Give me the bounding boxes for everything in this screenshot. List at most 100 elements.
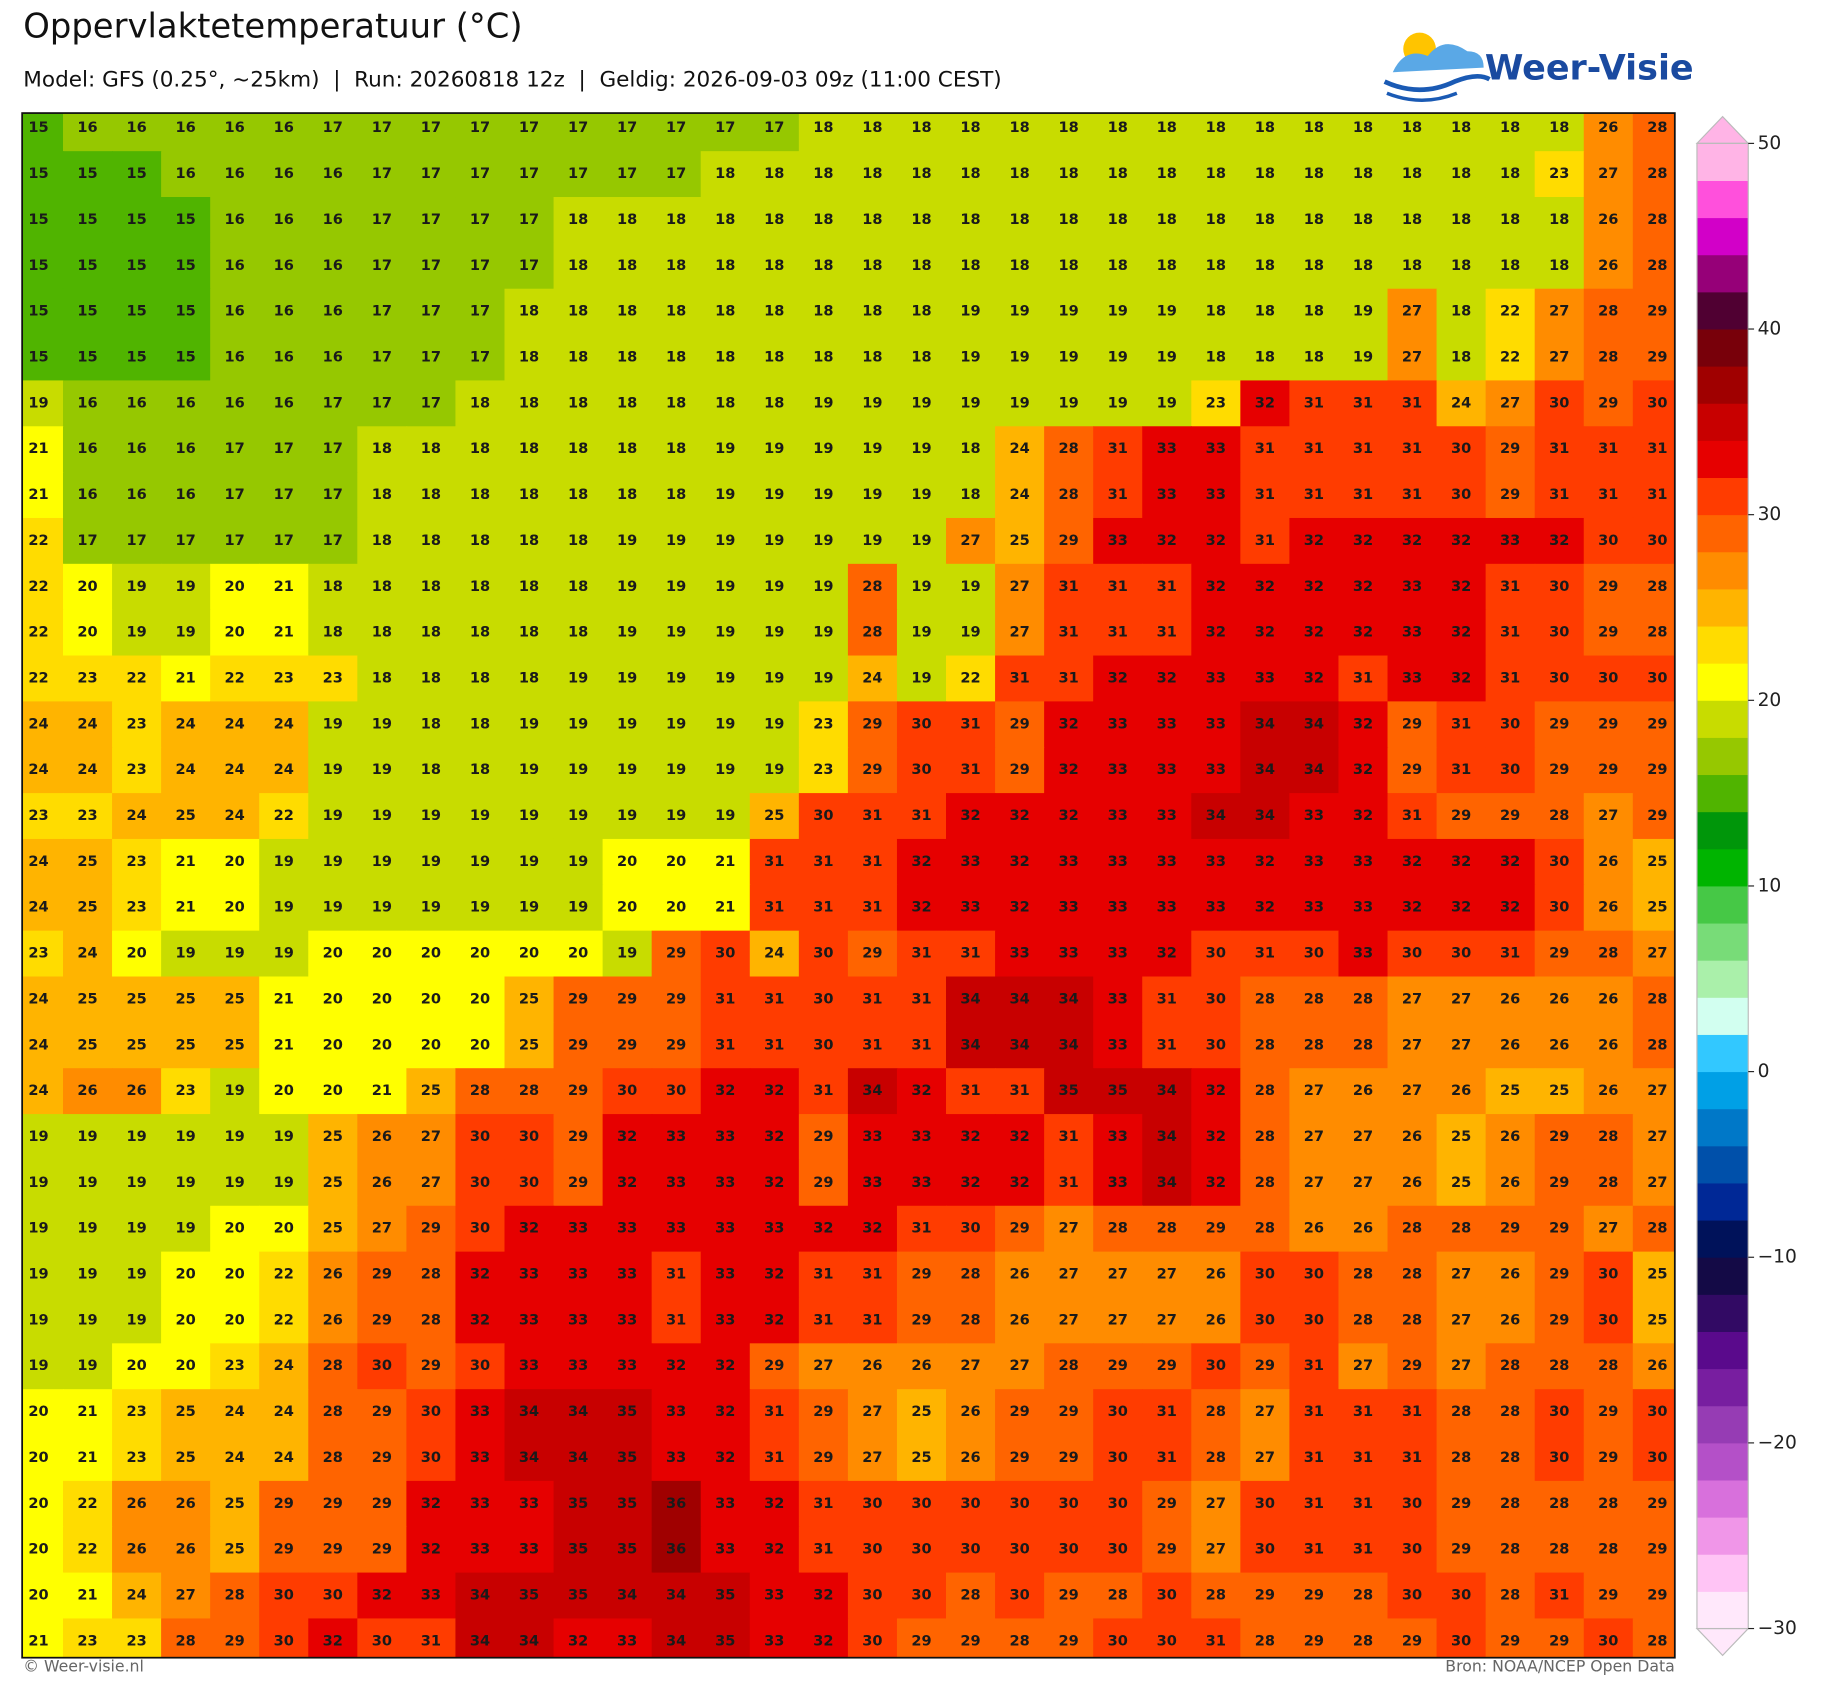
temperature-label: 31 bbox=[764, 1036, 784, 1053]
temperature-cell bbox=[357, 1205, 408, 1253]
temperature-cell bbox=[308, 517, 359, 565]
temperature-label: 22 bbox=[225, 669, 245, 686]
temperature-label: 18 bbox=[862, 257, 882, 274]
temperature-label: 18 bbox=[470, 440, 490, 457]
temperature-cell bbox=[553, 1435, 604, 1482]
temperature-cell bbox=[700, 930, 751, 978]
temperature-cell bbox=[22, 1068, 64, 1115]
temperature-cell bbox=[1436, 563, 1487, 611]
temperature-cell bbox=[700, 151, 751, 198]
temperature-cell bbox=[308, 242, 359, 290]
temperature-label: 33 bbox=[519, 1357, 539, 1374]
temperature-label: 17 bbox=[372, 211, 392, 228]
temperature-cell bbox=[1632, 113, 1675, 152]
temperature-cell bbox=[455, 1297, 506, 1345]
temperature-cell bbox=[995, 1618, 1045, 1658]
temperature-cell bbox=[308, 655, 359, 703]
temperature-label: 21 bbox=[274, 624, 294, 641]
temperature-cell bbox=[1632, 288, 1675, 336]
temperature-label: 28 bbox=[960, 1266, 980, 1283]
temperature-cell bbox=[700, 701, 751, 748]
temperature-cell bbox=[1632, 1159, 1675, 1207]
temperature-cell bbox=[1093, 1526, 1143, 1574]
temperature-label: 24 bbox=[862, 669, 882, 686]
temperature-cell bbox=[1632, 563, 1675, 611]
temperature-label: 28 bbox=[1353, 1036, 1373, 1053]
temperature-cell bbox=[1289, 288, 1340, 336]
temperature-cell bbox=[161, 334, 211, 382]
temperature-label: 17 bbox=[421, 348, 441, 365]
temperature-label: 29 bbox=[1451, 1541, 1471, 1558]
temperature-label: 20 bbox=[225, 853, 245, 870]
temperature-label: 19 bbox=[617, 761, 637, 778]
temperature-label: 30 bbox=[911, 715, 931, 732]
temperature-label: 29 bbox=[1157, 1495, 1177, 1512]
colorbar-band bbox=[1696, 960, 1749, 998]
temperature-cell bbox=[1044, 1159, 1094, 1207]
temperature-cell bbox=[455, 334, 506, 382]
temperature-cell bbox=[798, 747, 849, 794]
temperature-cell bbox=[1240, 517, 1291, 565]
temperature-label: 19 bbox=[813, 486, 833, 503]
colorbar-band bbox=[1696, 811, 1749, 850]
colorbar-band bbox=[1696, 254, 1749, 293]
temperature-label: 29 bbox=[1009, 1403, 1029, 1420]
temperature-cell bbox=[1093, 1159, 1143, 1207]
temperature-cell bbox=[1142, 334, 1192, 382]
temperature-label: 29 bbox=[1598, 1587, 1618, 1604]
temperature-label: 33 bbox=[1059, 945, 1079, 962]
temperature-label: 17 bbox=[666, 119, 686, 136]
temperature-cell bbox=[1387, 517, 1438, 565]
temperature-label: 30 bbox=[1647, 1449, 1667, 1466]
temperature-cell bbox=[1289, 1251, 1340, 1299]
temperature-cell bbox=[22, 151, 64, 198]
temperature-cell bbox=[1436, 1297, 1487, 1345]
temperature-label: 27 bbox=[372, 1220, 392, 1237]
temperature-label: 36 bbox=[666, 1495, 686, 1512]
temperature-cell bbox=[700, 1068, 751, 1115]
temperature-cell bbox=[1142, 609, 1192, 657]
temperature-label: 30 bbox=[1647, 1403, 1667, 1420]
temperature-cell bbox=[946, 1068, 996, 1115]
temperature-cell bbox=[995, 242, 1045, 290]
temperature-label: 33 bbox=[1353, 899, 1373, 916]
temperature-label: 16 bbox=[274, 303, 294, 320]
temperature-label: 15 bbox=[175, 303, 195, 320]
temperature-label: 29 bbox=[421, 1220, 441, 1237]
temperature-cell bbox=[308, 1389, 359, 1436]
temperature-cell bbox=[896, 1205, 947, 1253]
temperature-label: 19 bbox=[519, 899, 539, 916]
temperature-label: 30 bbox=[862, 1541, 882, 1558]
temperature-label: 18 bbox=[617, 257, 637, 274]
temperature-label: 15 bbox=[126, 257, 146, 274]
temperature-label: 33 bbox=[1402, 624, 1422, 641]
temperature-label: 29 bbox=[1304, 1587, 1324, 1604]
temperature-cell bbox=[112, 609, 162, 657]
temperature-cell bbox=[1436, 1435, 1487, 1482]
temperature-label: 18 bbox=[1353, 119, 1373, 136]
temperature-cell bbox=[1436, 655, 1487, 703]
temperature-label: 31 bbox=[764, 990, 784, 1007]
temperature-label: 32 bbox=[617, 1128, 637, 1145]
temperature-label: 35 bbox=[568, 1587, 588, 1604]
temperature-label: 24 bbox=[274, 1449, 294, 1466]
temperature-cell bbox=[995, 793, 1045, 840]
temperature-cell bbox=[504, 1389, 555, 1436]
temperature-label: 21 bbox=[274, 1036, 294, 1053]
temperature-cell bbox=[798, 380, 849, 427]
temperature-cell bbox=[259, 930, 309, 978]
temperature-label: 31 bbox=[764, 1403, 784, 1420]
temperature-label: 18 bbox=[1451, 257, 1471, 274]
temperature-cell bbox=[1485, 1022, 1536, 1069]
temperature-cell bbox=[1093, 1022, 1143, 1069]
temperature-label: 30 bbox=[1206, 1357, 1226, 1374]
temperature-cell bbox=[896, 884, 947, 932]
temperature-cell bbox=[1583, 1526, 1634, 1574]
temperature-cell bbox=[1338, 242, 1389, 290]
temperature-label: 18 bbox=[470, 578, 490, 595]
temperature-label: 28 bbox=[1206, 1587, 1226, 1604]
temperature-label: 15 bbox=[77, 257, 97, 274]
temperature-label: 18 bbox=[960, 440, 980, 457]
temperature-cell bbox=[161, 1205, 211, 1253]
temperature-cell bbox=[1485, 563, 1536, 611]
